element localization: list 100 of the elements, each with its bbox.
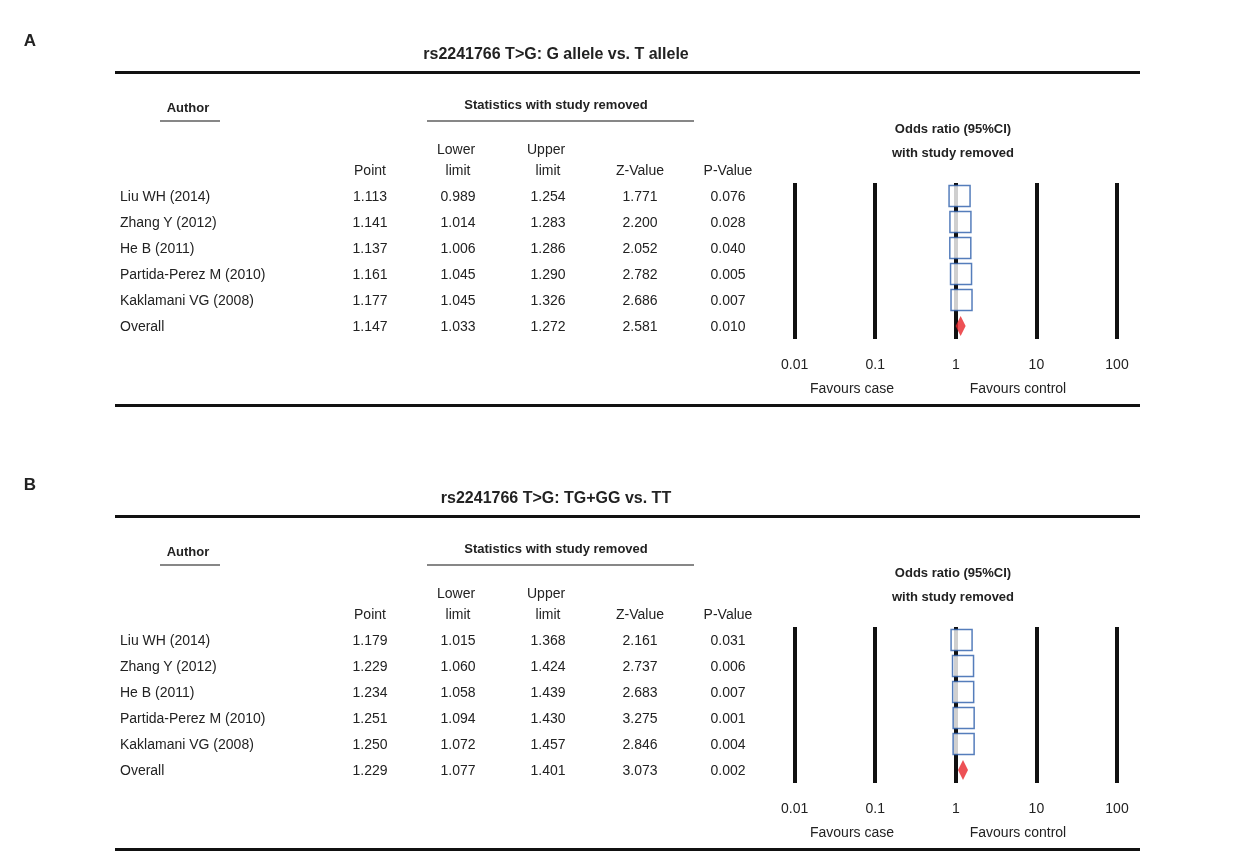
text: Point: [354, 605, 387, 622]
data-label: 2.737: [622, 658, 658, 674]
data-label: 1.014: [440, 214, 476, 230]
category-label: Zhang Y (2012): [120, 658, 217, 674]
category-label: Overall: [120, 762, 165, 778]
data-label: 1.250: [352, 736, 388, 752]
data-label: 1.113: [353, 188, 388, 204]
data-label: 1.234: [352, 684, 388, 700]
text: Upper limit: [526, 140, 570, 178]
category-label: He B (2011): [120, 240, 195, 256]
data-label: 1.161: [352, 266, 388, 282]
category-label: Liu WH (2014): [120, 188, 211, 204]
x-tick-label: 1: [951, 356, 960, 372]
data-label: 3.073: [622, 762, 658, 778]
text: A: [23, 30, 37, 50]
text: Favours control: [969, 824, 1067, 840]
data-label: 1.254: [530, 188, 566, 204]
category-label: Kaklamani VG (2008): [120, 736, 254, 752]
data-label: 0.076: [710, 188, 746, 204]
data-label: 0.028: [710, 214, 746, 230]
text: Favours control: [969, 380, 1067, 396]
text: Statistics with study removed: [464, 96, 648, 112]
data-label: 0.007: [710, 292, 746, 308]
data-label: 3.275: [622, 710, 658, 726]
x-tick-label: 0.1: [865, 800, 886, 816]
data-label: 0.001: [710, 710, 746, 726]
data-label: 1.326: [530, 292, 566, 308]
category-label: Kaklamani VG (2008): [120, 292, 254, 308]
text: P-Value: [703, 605, 753, 622]
x-tick-label: 1: [951, 800, 960, 816]
x-tick-label: 0.01: [781, 356, 809, 372]
data-label: 1.368: [530, 632, 566, 648]
x-tick-label: 0.01: [781, 800, 809, 816]
data-label: 2.683: [622, 684, 658, 700]
data-label: 1.439: [530, 684, 566, 700]
data-label: 2.846: [622, 736, 658, 752]
data-label: 0.004: [710, 736, 746, 752]
text: with study removed: [890, 144, 1015, 160]
data-label: 1.072: [440, 736, 476, 752]
data-label: 1.251: [352, 710, 388, 726]
data-label: 0.006: [710, 658, 746, 674]
category-label: He B (2011): [120, 684, 195, 700]
data-label: 1.058: [440, 684, 476, 700]
text: Lower limit: [436, 140, 480, 178]
data-label: 1.147: [352, 318, 388, 334]
text: rs2241766 T>G: TG+GG vs. TT: [440, 488, 672, 506]
data-label: 0.010: [710, 318, 746, 334]
category-label: Zhang Y (2012): [120, 214, 217, 230]
text: Statistics with study removed: [464, 540, 648, 556]
text: Favours case: [809, 824, 895, 840]
data-label: 0.005: [710, 266, 746, 282]
category-label: Partida-Perez M (2010): [120, 710, 266, 726]
data-label: 1.272: [530, 318, 566, 334]
category-label: Liu WH (2014): [120, 632, 211, 648]
data-label: 1.033: [440, 318, 476, 334]
text: rs2241766 T>G: G allele vs. T allele: [423, 44, 689, 62]
text: Z-Value: [616, 161, 665, 178]
data-label: 2.200: [622, 214, 658, 230]
data-label: 1.077: [440, 762, 476, 778]
category-label: Partida-Perez M (2010): [120, 266, 266, 282]
data-label: 1.006: [440, 240, 476, 256]
text: Point: [354, 161, 387, 178]
data-label: 1.137: [352, 240, 388, 256]
x-tick-label: 10: [1028, 800, 1045, 816]
data-label: 0.007: [710, 684, 746, 700]
data-label: 0.002: [710, 762, 746, 778]
data-label: 0.040: [710, 240, 746, 256]
text: P-Value: [703, 161, 753, 178]
x-tick-label: 100: [1105, 356, 1129, 372]
data-label: 1.094: [440, 710, 476, 726]
data-label: 1.771: [622, 188, 658, 204]
data-label: 1.283: [530, 214, 566, 230]
category-label: Overall: [120, 318, 165, 334]
data-label: 2.686: [622, 292, 658, 308]
x-tick-label: 10: [1028, 356, 1045, 372]
data-label: 1.177: [352, 292, 388, 308]
text: Favours case: [809, 380, 895, 396]
data-label: 1.401: [530, 762, 566, 778]
data-label: 1.060: [440, 658, 476, 674]
data-label: 1.424: [530, 658, 566, 674]
data-label: 1.179: [352, 632, 388, 648]
data-label: 1.229: [352, 762, 388, 778]
data-label: 2.052: [622, 240, 658, 256]
data-label: 1.229: [352, 658, 388, 674]
data-label: 1.045: [440, 292, 476, 308]
text: Author: [166, 543, 210, 559]
data-label: 1.457: [530, 736, 566, 752]
data-label: 1.141: [352, 214, 388, 230]
text: Author: [166, 99, 210, 115]
text: Upper limit: [526, 584, 570, 622]
data-label: 1.015: [440, 632, 476, 648]
text: Odds ratio (95%CI): [894, 564, 1012, 580]
text: with study removed: [890, 588, 1015, 604]
data-label: 2.581: [622, 318, 658, 334]
data-label: 1.286: [530, 240, 566, 256]
data-label: 2.161: [622, 632, 658, 648]
data-label: 1.290: [530, 266, 566, 282]
text: Z-Value: [616, 605, 665, 622]
data-label: 0.989: [440, 188, 476, 204]
data-label: 1.430: [530, 710, 566, 726]
